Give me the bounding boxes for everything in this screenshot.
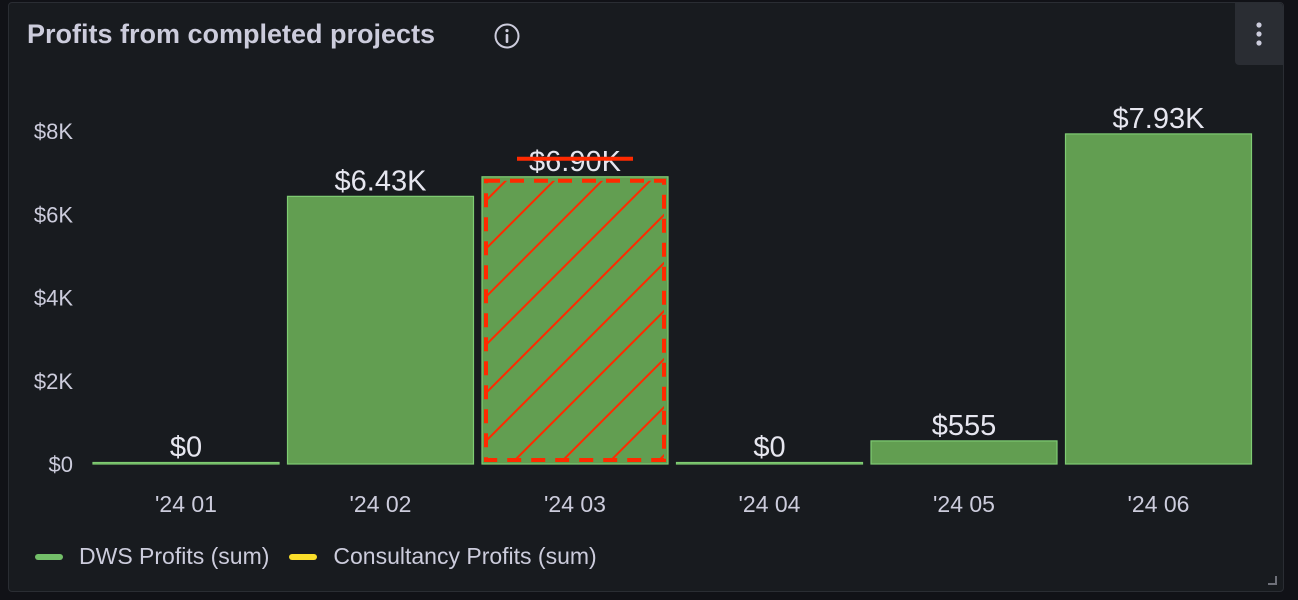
bars-layer: $0 $6.43K $6.90K $0 $555 $7.93K [92,103,1253,465]
bar-chart: $0 $2K $4K $6K $8K $0 $6.43K $6.90K $0 $555 $7.93… [34,103,1253,517]
info-circle-icon[interactable] [493,22,521,50]
bar-dws-profits [1064,133,1253,465]
y-tick-label: $8K [34,119,73,144]
y-axis: $0 $2K $4K $6K $8K [34,119,73,477]
chart-panel: Profits from completed projects $0 $2K $4K… [8,2,1284,592]
x-tick-label: '24 06 [1128,491,1190,517]
x-tick-label: '24 02 [350,491,412,517]
legend-item-dws-profits[interactable]: DWS Profits (sum) [35,543,269,570]
y-tick-label: $4K [34,286,73,311]
x-tick-label: '24 01 [155,491,217,517]
bar-value-label: $7.93K [1113,103,1206,135]
y-tick-label: $2K [34,369,73,394]
y-tick-label: $0 [49,452,73,477]
panel-menu-button[interactable] [1235,3,1283,65]
legend-label-dws-profits: DWS Profits (sum) [79,543,270,569]
bar-dws-profits [675,461,864,465]
annotation-hatched-box [484,178,666,462]
legend-item-consultancy-profits[interactable]: Consultancy Profits (sum) [289,543,597,570]
bar-dws-profits [286,195,475,465]
x-tick-label: '24 05 [933,491,995,517]
resize-handle-icon[interactable] [1267,575,1277,585]
bar-value-label: $0 [170,432,202,464]
bar-dws-profits [92,461,280,465]
bar-value-label: $0 [753,432,785,464]
bar-value-label: $6.90K [529,146,622,178]
y-tick-label: $6K [34,202,73,227]
vertical-ellipsis-icon [1256,22,1262,46]
panel-title: Profits from completed projects [27,19,436,49]
legend-swatch-dws-profits [35,553,63,560]
legend-swatch-consultancy-profits [289,553,318,560]
bar-value-label: $6.43K [335,165,428,197]
x-tick-label: '24 03 [544,491,606,517]
legend-label-consultancy-profits: Consultancy Profits (sum) [333,543,597,569]
x-axis: '24 01 '24 02 '24 03 '24 04 '24 05 '24 06 [155,491,1189,517]
bar-value-label: $555 [932,410,997,442]
x-tick-label: '24 04 [739,491,801,517]
legend: DWS Profits (sum) Consultancy Profits (s… [35,543,597,570]
bar-dws-profits [870,440,1058,465]
